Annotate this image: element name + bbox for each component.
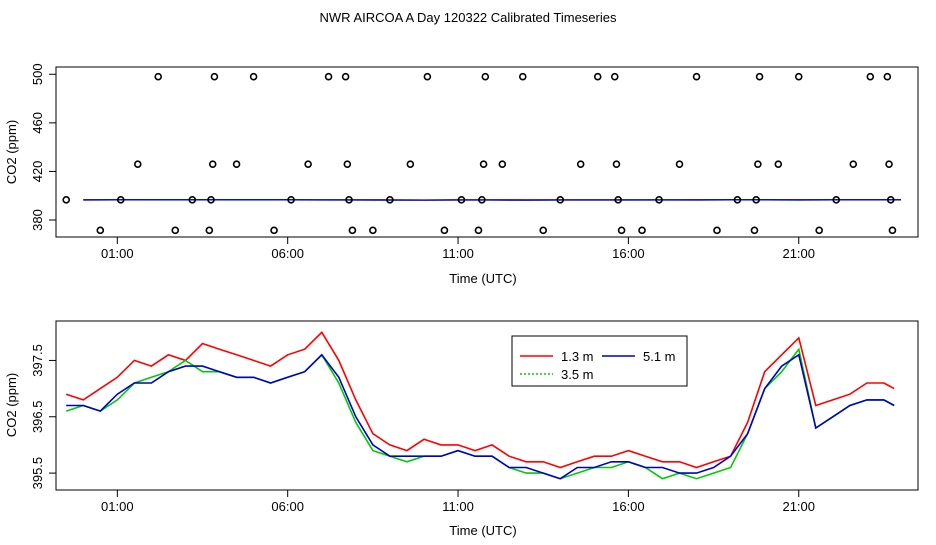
data-point — [677, 161, 683, 167]
x-tick-label: 01:00 — [101, 246, 134, 261]
data-point — [155, 74, 161, 80]
x-tick-label: 16:00 — [612, 499, 645, 514]
y-tick-label: 397.5 — [30, 344, 45, 377]
data-point — [210, 161, 216, 167]
data-point — [234, 161, 240, 167]
legend: 1.3 m 3.5 m 5.1 m — [512, 336, 687, 386]
data-point — [520, 74, 526, 80]
data-point — [755, 161, 761, 167]
data-point — [326, 74, 332, 80]
data-point — [889, 227, 895, 233]
x-tick-label: 11:00 — [442, 499, 474, 514]
data-point — [613, 161, 619, 167]
data-point — [884, 74, 890, 80]
line-panel: 01:00 06:00 11:00 16:00 21:00 395.5 396.5 397.… — [4, 321, 918, 538]
x-tick-label: 01:00 — [101, 499, 134, 514]
x-tick-label: 21:00 — [782, 499, 815, 514]
plot-marks — [66, 332, 894, 478]
data-point — [775, 161, 781, 167]
data-point — [612, 74, 618, 80]
y-tick-label: 396.5 — [30, 400, 45, 433]
y-tick-label: 420 — [30, 161, 45, 183]
data-point — [407, 161, 413, 167]
y-axis: 380 420 460 500 — [30, 63, 56, 230]
data-point — [424, 74, 430, 80]
plot-frame — [56, 67, 918, 237]
data-point — [370, 227, 376, 233]
legend-label: 5.1 m — [643, 349, 676, 364]
data-point — [475, 227, 481, 233]
data-point — [850, 161, 856, 167]
y-tick-label: 380 — [30, 209, 45, 231]
series-line — [66, 349, 894, 479]
data-point — [97, 227, 103, 233]
data-point — [751, 227, 757, 233]
x-axis-label: Time (UTC) — [449, 523, 516, 538]
y-tick-label: 460 — [30, 112, 45, 134]
y-tick-label: 500 — [30, 63, 45, 85]
legend-label: 1.3 m — [561, 349, 594, 364]
data-point — [349, 227, 355, 233]
plot-frame — [56, 321, 918, 490]
data-point — [63, 197, 69, 203]
data-point — [482, 74, 488, 80]
data-point — [757, 74, 763, 80]
data-point — [714, 227, 720, 233]
data-point — [172, 227, 178, 233]
data-point — [441, 227, 447, 233]
data-point — [816, 227, 822, 233]
x-axis: 01:00 06:00 11:00 16:00 21:00 — [101, 237, 815, 261]
x-tick-label: 21:00 — [782, 246, 815, 261]
data-point — [694, 74, 700, 80]
data-point — [251, 74, 257, 80]
data-point — [796, 74, 802, 80]
x-tick-label: 06:00 — [271, 246, 304, 261]
data-point — [344, 161, 350, 167]
data-point — [481, 161, 487, 167]
data-point — [578, 161, 584, 167]
data-point — [867, 74, 873, 80]
data-point — [305, 161, 311, 167]
series-line — [66, 332, 894, 467]
data-point — [343, 74, 349, 80]
x-tick-label: 06:00 — [271, 499, 304, 514]
data-point — [619, 227, 625, 233]
x-tick-label: 11:00 — [442, 246, 474, 261]
data-point — [271, 227, 277, 233]
data-point — [135, 161, 141, 167]
data-point — [639, 227, 645, 233]
data-point — [886, 161, 892, 167]
data-point — [595, 74, 601, 80]
x-axis-label: Time (UTC) — [449, 271, 516, 286]
data-point — [499, 161, 505, 167]
data-point — [540, 227, 546, 233]
data-point — [211, 74, 217, 80]
figure-title: NWR AIRCOA A Day 120322 Calibrated Times… — [320, 10, 617, 25]
y-tick-label: 395.5 — [30, 457, 45, 490]
series-line — [66, 355, 894, 479]
y-axis-label: CO2 (ppm) — [4, 373, 19, 437]
y-axis: 395.5 396.5 397.5 — [30, 344, 56, 489]
data-point — [206, 227, 212, 233]
y-axis-label: CO2 (ppm) — [4, 120, 19, 184]
legend-label: 3.5 m — [561, 367, 594, 382]
scatter-panel: 01:00 06:00 11:00 16:00 21:00 380 420 460 500 T… — [4, 63, 918, 286]
x-axis: 01:00 06:00 11:00 16:00 21:00 — [101, 490, 815, 514]
x-tick-label: 16:00 — [612, 246, 645, 261]
plot-marks — [63, 74, 901, 234]
